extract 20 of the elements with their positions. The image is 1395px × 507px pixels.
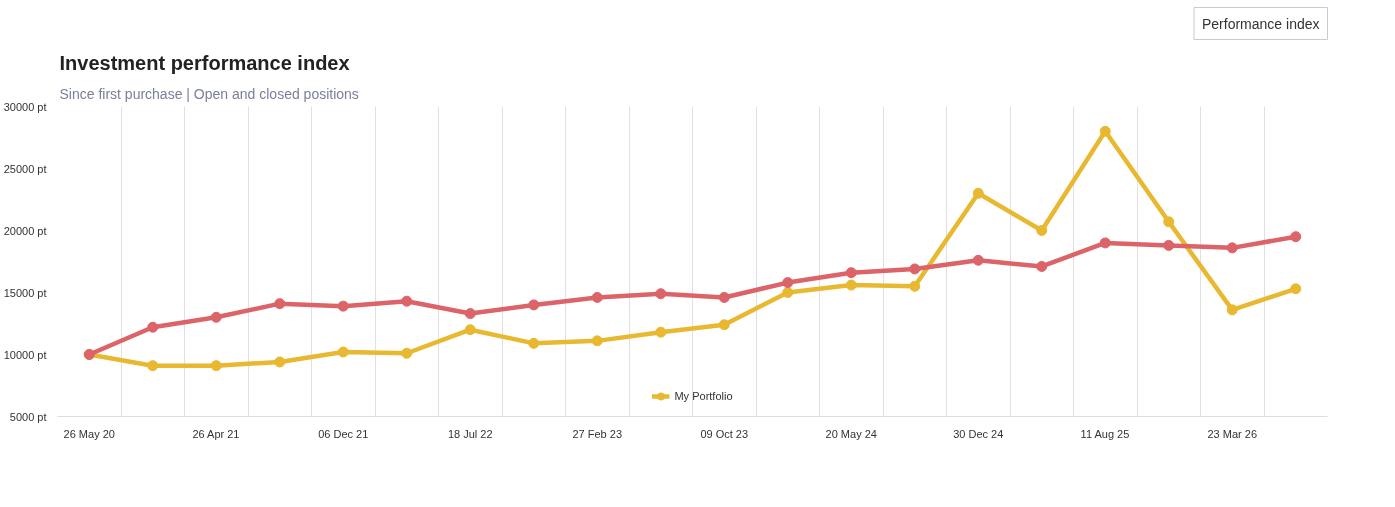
- x-tick-label: 30 Dec 24: [953, 427, 1004, 440]
- y-tick-label: 25000 pt: [3, 162, 47, 175]
- x-tick-label: 26 Apr 21: [192, 427, 240, 440]
- legend-label: My Portfolio: [674, 390, 733, 402]
- x-tick-label: 18 Jul 22: [447, 427, 493, 440]
- y-tick-label: 30000 pt: [3, 100, 47, 113]
- chart-subtitle: Since first purchase | Open and closed positions: [59, 85, 359, 102]
- x-tick-label: 26 May 20: [63, 427, 115, 440]
- y-tick-label: 5000 pt: [9, 410, 47, 423]
- x-tick-label: 09 Oct 23: [700, 427, 749, 440]
- text: Performance index: [1202, 15, 1320, 32]
- x-tick-label: 23 Mar 26: [1207, 427, 1258, 440]
- x-tick-label: 06 Dec 21: [318, 427, 369, 440]
- y-tick-label: 20000 pt: [3, 224, 47, 237]
- x-tick-label: 20 May 24: [825, 427, 877, 440]
- x-tick-label: 11 Aug 25: [1080, 427, 1130, 440]
- y-tick-label: 15000 pt: [3, 286, 47, 299]
- chart-title: Investment performance index: [59, 51, 350, 74]
- y-tick-label: 10000 pt: [3, 348, 47, 361]
- x-tick-label: 27 Feb 23: [572, 427, 623, 440]
